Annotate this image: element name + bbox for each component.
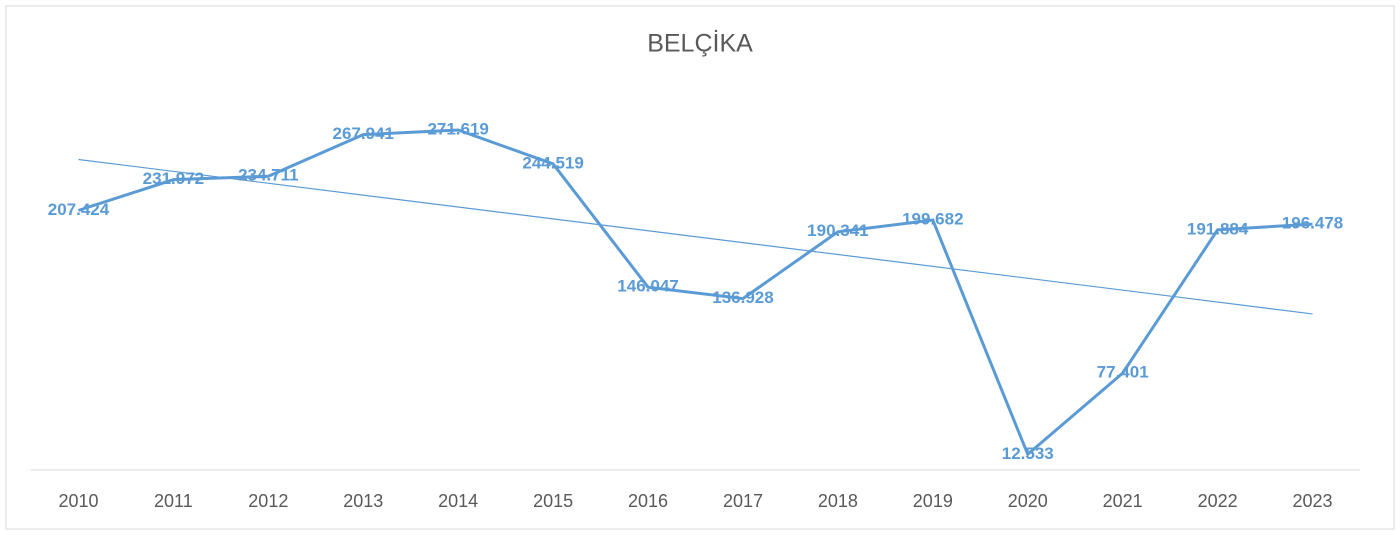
x-tick-label: 2017 [723, 491, 763, 511]
x-tick-label: 2010 [58, 491, 98, 511]
x-tick-label: 2014 [438, 491, 478, 511]
data-label: 146.047 [617, 277, 678, 296]
data-label: 196.478 [1282, 214, 1343, 233]
chart-frame [5, 5, 1395, 530]
data-label: 231.972 [143, 169, 204, 188]
x-tick-label: 2013 [343, 491, 383, 511]
series-line [78, 128, 1313, 457]
x-tick-label: 2020 [1008, 491, 1048, 511]
data-label: 244.519 [522, 153, 583, 172]
chart-title: BELÇİKA [647, 29, 753, 58]
data-label: 191.884 [1187, 219, 1249, 238]
x-tick-label: 2023 [1293, 491, 1333, 511]
data-label: 77.401 [1097, 363, 1149, 382]
x-tick-label: 2022 [1198, 491, 1238, 511]
x-tick-label: 2011 [154, 491, 193, 511]
x-tick-label: 2021 [1103, 491, 1143, 511]
data-label: 12.533 [1002, 444, 1054, 463]
data-label: 267.941 [333, 124, 394, 143]
data-label: 136.928 [712, 288, 773, 307]
x-tick-label: 2012 [248, 491, 288, 511]
data-label: 234.711 [238, 166, 299, 185]
data-label: 199.682 [902, 210, 963, 229]
x-tick-label: 2016 [628, 491, 668, 511]
x-tick-label: 2018 [818, 491, 858, 511]
data-label: 271.619 [427, 120, 488, 139]
data-label: 190.341 [807, 221, 868, 240]
x-tick-label: 2019 [913, 491, 953, 511]
data-label: 207.424 [48, 200, 110, 219]
x-tick-label: 2015 [533, 491, 573, 511]
trend-line [78, 158, 1313, 315]
